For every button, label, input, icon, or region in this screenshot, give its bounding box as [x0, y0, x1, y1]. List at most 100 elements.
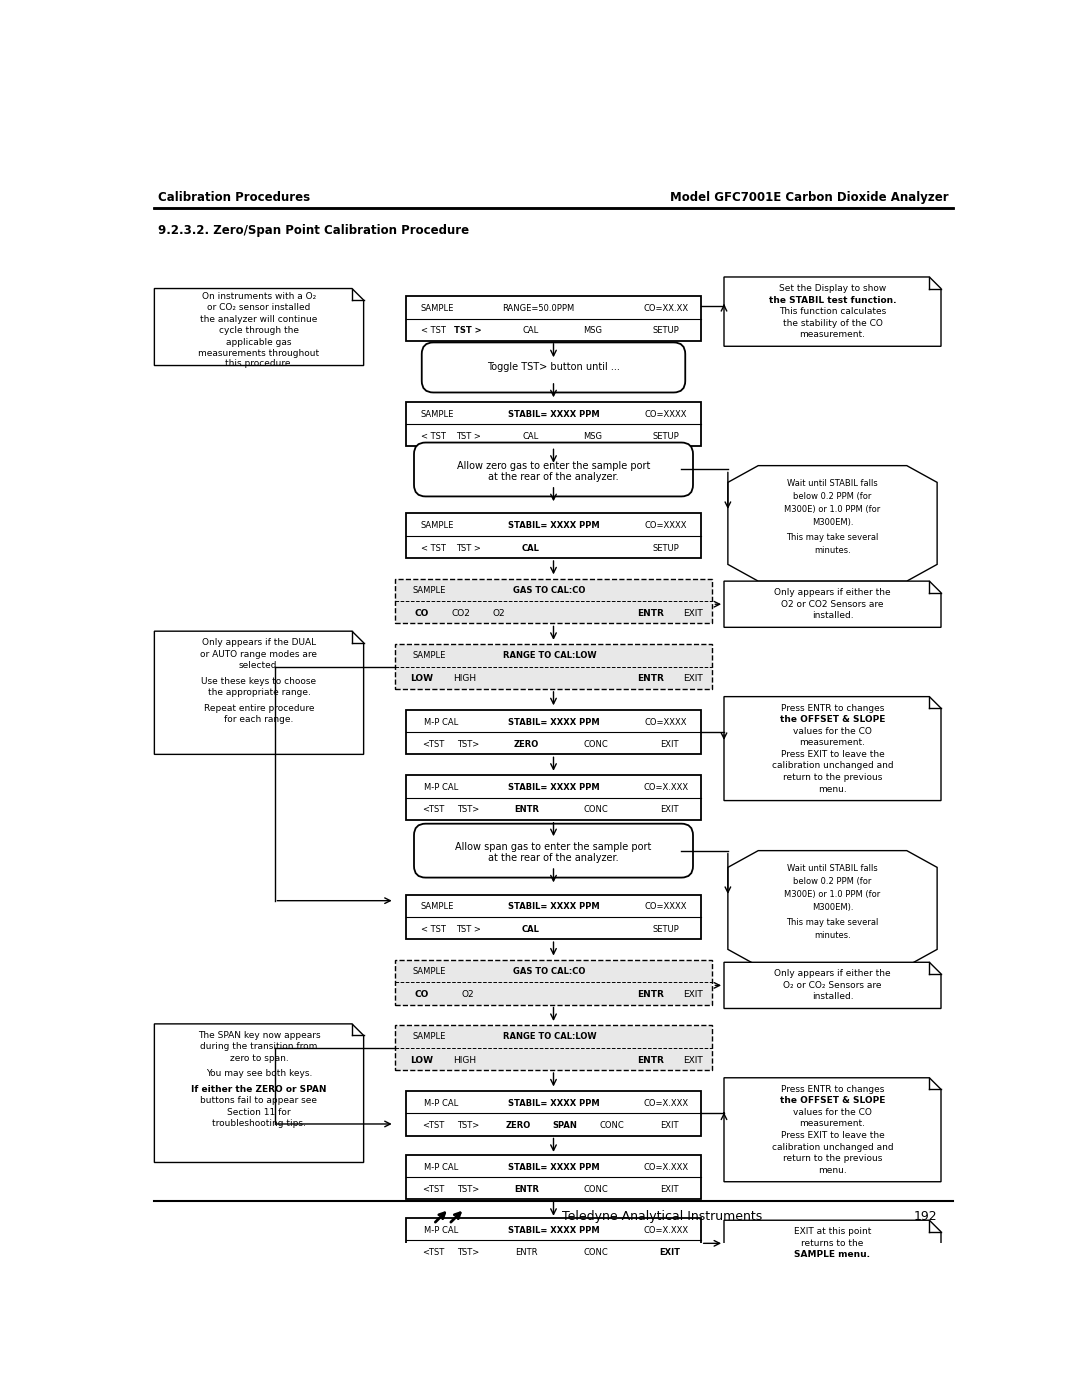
Polygon shape — [728, 851, 937, 967]
Text: Toggle TST> button until ...: Toggle TST> button until ... — [487, 362, 620, 373]
Text: installed.: installed. — [812, 612, 853, 620]
Text: On instruments with a O₂: On instruments with a O₂ — [202, 292, 316, 300]
Text: measurements throughout: measurements throughout — [199, 349, 320, 359]
Text: EXIT: EXIT — [659, 1248, 680, 1257]
Text: CAL: CAL — [522, 925, 539, 933]
Text: for each range.: for each range. — [225, 715, 294, 724]
Text: STABIL= XXXX PPM: STABIL= XXXX PPM — [508, 902, 599, 911]
Text: zero to span.: zero to span. — [230, 1053, 288, 1063]
Text: STABIL= XXXX PPM: STABIL= XXXX PPM — [508, 521, 599, 531]
Text: below 0.2 PPM (for: below 0.2 PPM (for — [794, 492, 872, 502]
Text: 9.2.3.2. Zero/Span Point Calibration Procedure: 9.2.3.2. Zero/Span Point Calibration Pro… — [159, 225, 470, 237]
Text: SAMPLE: SAMPLE — [420, 409, 454, 419]
Text: EXIT: EXIT — [661, 1120, 679, 1130]
Text: minutes.: minutes. — [814, 930, 851, 940]
Text: below 0.2 PPM (for: below 0.2 PPM (for — [794, 877, 872, 886]
Text: M-P CAL: M-P CAL — [424, 718, 458, 726]
Text: SAMPLE: SAMPLE — [420, 305, 454, 313]
Text: ENTR: ENTR — [515, 1248, 538, 1257]
Text: SETUP: SETUP — [652, 327, 679, 335]
FancyBboxPatch shape — [406, 894, 701, 939]
Text: CO: CO — [415, 990, 429, 999]
Text: Use these keys to choose: Use these keys to choose — [202, 676, 316, 686]
Text: ENTR: ENTR — [637, 990, 664, 999]
Text: CO: CO — [415, 609, 429, 617]
Text: Press EXIT to leave the: Press EXIT to leave the — [781, 1132, 885, 1140]
Text: ENTR: ENTR — [637, 609, 664, 617]
Text: LOW: LOW — [410, 675, 433, 683]
Text: EXIT: EXIT — [661, 740, 679, 749]
Text: O2 or CO2 Sensors are: O2 or CO2 Sensors are — [781, 599, 883, 609]
Text: M300EM).: M300EM). — [812, 902, 853, 912]
Text: <TST: <TST — [422, 1185, 445, 1194]
Text: M-P CAL: M-P CAL — [424, 1162, 458, 1172]
Text: M-P CAL: M-P CAL — [424, 1225, 458, 1235]
Text: Wait until STABIL falls: Wait until STABIL falls — [787, 863, 878, 873]
Polygon shape — [724, 1077, 941, 1182]
Text: or CO₂ sensor installed: or CO₂ sensor installed — [207, 303, 311, 313]
Text: SAMPLE: SAMPLE — [413, 651, 446, 661]
Text: GAS TO CAL:CO: GAS TO CAL:CO — [513, 585, 585, 595]
Text: CONC: CONC — [584, 1185, 608, 1194]
Text: EXIT: EXIT — [661, 1185, 679, 1194]
Text: the OFFSET & SLOPE: the OFFSET & SLOPE — [780, 1097, 886, 1105]
Polygon shape — [724, 581, 941, 627]
Text: The SPAN key now appears: The SPAN key now appears — [198, 1031, 321, 1039]
FancyBboxPatch shape — [406, 1155, 701, 1200]
Text: CO=X.XXX: CO=X.XXX — [644, 1162, 688, 1172]
Text: RANGE TO CAL:LOW: RANGE TO CAL:LOW — [503, 1032, 596, 1042]
Text: CAL: CAL — [522, 432, 538, 441]
Text: TST>: TST> — [457, 1248, 480, 1257]
Text: STABIL= XXXX PPM: STABIL= XXXX PPM — [508, 782, 599, 792]
Text: <TST: <TST — [422, 805, 445, 814]
Polygon shape — [724, 277, 941, 346]
Text: Only appears if either the: Only appears if either the — [774, 970, 891, 978]
Text: Only appears if either the: Only appears if either the — [774, 588, 891, 597]
Text: the OFFSET & SLOPE: the OFFSET & SLOPE — [780, 715, 886, 724]
Text: SAMPLE: SAMPLE — [413, 1032, 446, 1042]
Text: Press ENTR to changes: Press ENTR to changes — [781, 1085, 885, 1094]
Text: MSG: MSG — [583, 432, 602, 441]
Polygon shape — [724, 1220, 941, 1267]
Polygon shape — [724, 963, 941, 1009]
Text: M300E) or 1.0 PPM (for: M300E) or 1.0 PPM (for — [784, 890, 880, 900]
Text: ENTR: ENTR — [514, 1185, 539, 1194]
Text: SETUP: SETUP — [652, 925, 679, 933]
Text: selected.: selected. — [239, 661, 280, 671]
Text: HIGH: HIGH — [453, 675, 476, 683]
Text: EXIT at this point: EXIT at this point — [794, 1228, 872, 1236]
FancyBboxPatch shape — [406, 513, 701, 557]
Text: CO=XXXX: CO=XXXX — [645, 718, 687, 726]
Text: Model GFC7001E Carbon Dioxide Analyzer: Model GFC7001E Carbon Dioxide Analyzer — [670, 191, 948, 204]
FancyBboxPatch shape — [394, 578, 713, 623]
Text: the stability of the CO: the stability of the CO — [783, 319, 882, 328]
Text: during the transition from: during the transition from — [200, 1042, 318, 1052]
Text: measurement.: measurement. — [799, 739, 865, 747]
FancyBboxPatch shape — [394, 960, 713, 1004]
Text: CONC: CONC — [584, 740, 608, 749]
Text: ZERO: ZERO — [514, 740, 539, 749]
Text: ENTR: ENTR — [514, 805, 539, 814]
Text: Allow span gas to enter the sample port: Allow span gas to enter the sample port — [456, 842, 651, 852]
Text: the analyzer will continue: the analyzer will continue — [200, 314, 318, 324]
Text: Repeat entire procedure: Repeat entire procedure — [204, 704, 314, 712]
Text: EXIT: EXIT — [684, 1056, 703, 1065]
Text: HIGH: HIGH — [453, 1056, 476, 1065]
Polygon shape — [154, 1024, 364, 1162]
Text: CO=X.XXX: CO=X.XXX — [644, 782, 688, 792]
Text: TST>: TST> — [457, 740, 480, 749]
Text: Allow zero gas to enter the sample port: Allow zero gas to enter the sample port — [457, 461, 650, 471]
Text: this procedure.: this procedure. — [225, 359, 293, 369]
FancyBboxPatch shape — [406, 775, 701, 820]
FancyBboxPatch shape — [414, 443, 693, 496]
Polygon shape — [154, 289, 364, 366]
FancyBboxPatch shape — [406, 710, 701, 754]
Text: CO=XXXX: CO=XXXX — [645, 409, 687, 419]
Text: TST>: TST> — [457, 805, 480, 814]
Text: EXIT: EXIT — [661, 805, 679, 814]
Text: RANGE=50.0PPM: RANGE=50.0PPM — [502, 305, 575, 313]
Text: GAS TO CAL:CO: GAS TO CAL:CO — [513, 967, 585, 977]
Text: CO2: CO2 — [451, 609, 470, 617]
Text: calibration unchanged and: calibration unchanged and — [772, 1143, 893, 1151]
Text: CO=XXXX: CO=XXXX — [645, 902, 687, 911]
